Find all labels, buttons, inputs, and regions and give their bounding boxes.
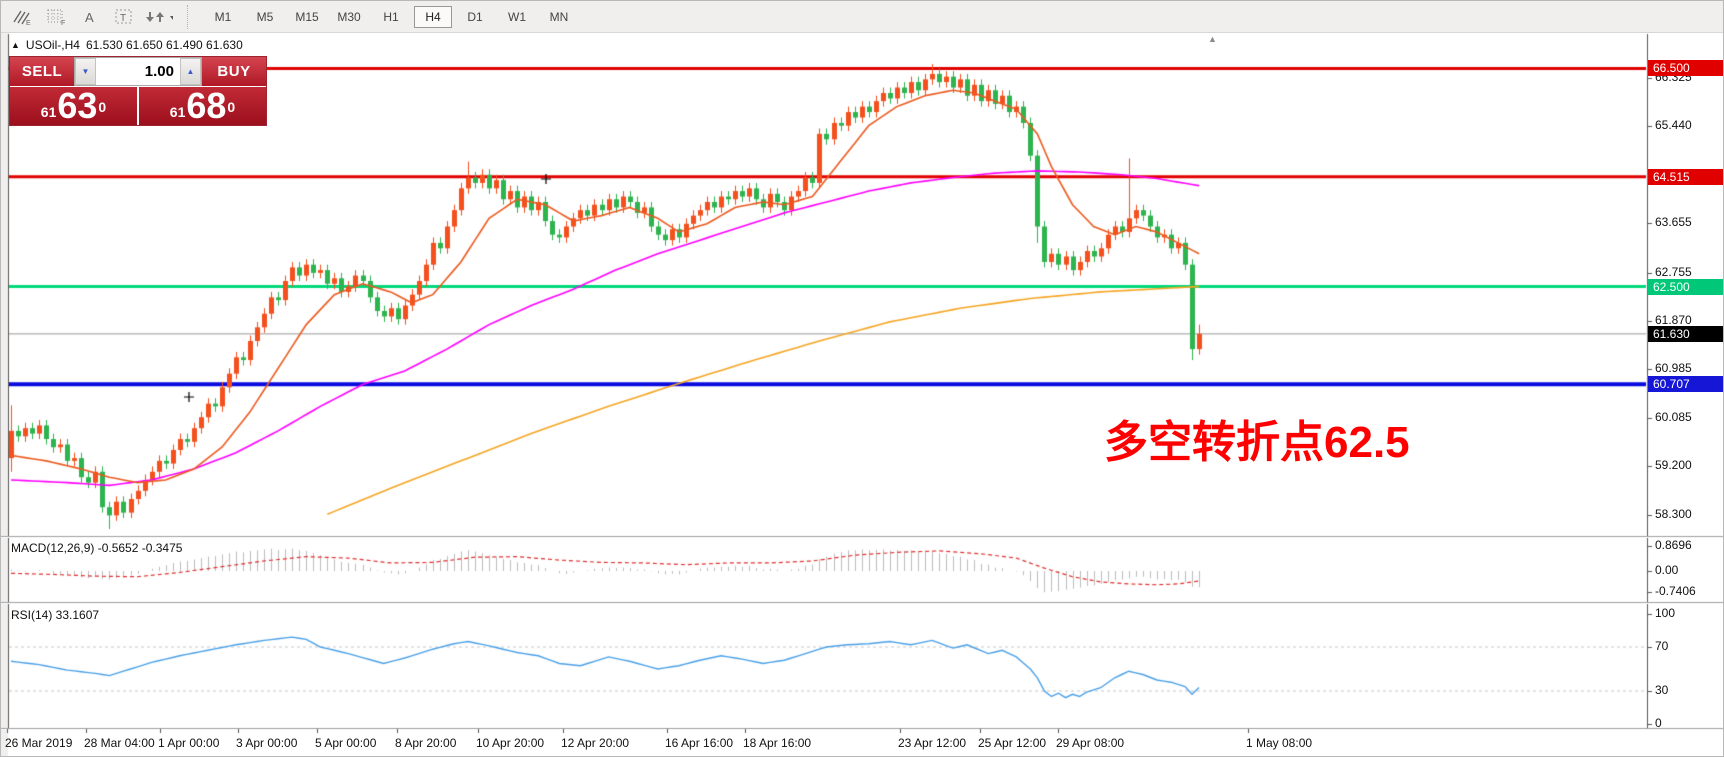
sell-price-prefix: 61 — [40, 104, 57, 120]
timeframe-button-m15[interactable]: M15 — [295, 9, 319, 24]
price-tick-63.655: 63.655 — [1655, 215, 1692, 229]
macd-tick-0.8696: 0.8696 — [1655, 538, 1692, 552]
date-label: 1 Apr 00:00 — [158, 736, 220, 750]
sell-price-sup: 0 — [98, 99, 107, 115]
timeframe-button-d1[interactable]: D1 — [467, 9, 483, 24]
symbol-title: USOil-,H4 — [25, 38, 80, 52]
date-label: 29 Apr 08:00 — [1056, 736, 1125, 750]
price-level-badge-62.500: 62.500 — [1648, 279, 1723, 295]
date-label: 25 Apr 12:00 — [978, 736, 1047, 750]
svg-text:A: A — [85, 10, 94, 25]
price-tick-61.870: 61.870 — [1655, 313, 1692, 327]
chart-shift-marker-icon[interactable]: ▲ — [1208, 34, 1217, 44]
timeframe-button-m1[interactable]: M1 — [214, 9, 232, 24]
rsi-indicator-label: RSI(14) 33.1607 — [11, 608, 100, 622]
timeframe-button-h4[interactable]: H4 — [414, 5, 452, 28]
macd-tick-0.00: 0.00 — [1655, 563, 1679, 577]
price-tick-62.755: 62.755 — [1655, 265, 1692, 279]
date-label: 28 Mar 04:00 — [84, 736, 155, 750]
sell-price-big: 63 — [57, 85, 98, 126]
date-label: 23 Apr 12:00 — [898, 736, 967, 750]
chart-header: ▲ USOil-,H4 61.530 61.650 61.490 61.630 — [11, 38, 243, 52]
volume-input[interactable]: 1.00 — [144, 63, 174, 80]
price-tick-65.440: 65.440 — [1655, 118, 1692, 132]
rsi-tick-70: 70 — [1655, 639, 1669, 653]
buy-price-big: 68 — [186, 85, 227, 126]
text-icon[interactable]: A — [75, 5, 105, 29]
price-tick-58.300: 58.300 — [1655, 507, 1692, 521]
rsi-tick-30: 30 — [1655, 683, 1669, 697]
macd-tick--0.7406: -0.7406 — [1655, 584, 1696, 598]
sell-price[interactable]: 61 63 0 — [10, 87, 137, 125]
timeframe-button-m5[interactable]: M5 — [256, 9, 274, 24]
chart-toolbar: E F A T M1 M5 M15 M30 H1 H4 D1 W1 MN — [1, 1, 1723, 33]
one-click-trade-panel: SELL ▼ 1.00 ▲ BUY 61 63 0 61 68 0 — [9, 56, 267, 126]
volume-decrease-button[interactable]: ▼ — [75, 58, 96, 85]
svg-text:E: E — [26, 20, 31, 26]
date-label: 10 Apr 20:00 — [476, 736, 545, 750]
timeframe-button-w1[interactable]: W1 — [508, 9, 526, 24]
rsi-tick-100: 100 — [1655, 606, 1676, 620]
date-label: 3 Apr 00:00 — [236, 736, 298, 750]
date-label: 8 Apr 20:00 — [395, 736, 457, 750]
volume-control: ▼ 1.00 ▲ — [74, 57, 202, 86]
price-level-badge-61.630: 61.630 — [1648, 326, 1723, 342]
ohlc-values: 61.530 61.650 61.490 61.630 — [85, 38, 243, 52]
svg-text:F: F — [61, 20, 65, 26]
price-level-badge-66.500: 66.500 — [1648, 60, 1723, 76]
price-tick-60.085: 60.085 — [1655, 410, 1692, 424]
svg-text:T: T — [120, 13, 126, 24]
date-label: 18 Apr 16:00 — [743, 736, 812, 750]
symbol-direction-icon: ▲ — [11, 40, 20, 50]
price-tick-60.985: 60.985 — [1655, 361, 1692, 375]
toolbar-separator — [187, 4, 194, 29]
date-label: 26 Mar 2019 — [5, 736, 73, 750]
indicators-icon[interactable]: E — [7, 5, 37, 29]
date-label: 16 Apr 16:00 — [665, 736, 734, 750]
timeframe-button-h1[interactable]: H1 — [383, 9, 399, 24]
textbox-icon[interactable]: T — [109, 5, 139, 29]
grid-icon[interactable]: F — [41, 5, 71, 29]
buy-price-prefix: 61 — [169, 104, 186, 120]
macd-indicator-label: MACD(12,26,9) -0.5652 -0.3475 — [11, 541, 183, 555]
arrows-icon[interactable] — [143, 5, 173, 29]
price-level-badge-60.707: 60.707 — [1648, 376, 1723, 392]
date-label: 5 Apr 00:00 — [315, 736, 377, 750]
buy-price[interactable]: 61 68 0 — [137, 87, 266, 125]
price-level-badge-64.515: 64.515 — [1648, 169, 1723, 185]
buy-button[interactable]: BUY — [202, 57, 266, 86]
timeframe-button-m30[interactable]: M30 — [337, 9, 361, 24]
timeframe-button-mn[interactable]: MN — [549, 9, 569, 24]
buy-price-sup: 0 — [227, 99, 236, 115]
sell-button[interactable]: SELL — [10, 57, 74, 86]
volume-increase-button[interactable]: ▲ — [180, 58, 201, 85]
price-tick-59.200: 59.200 — [1655, 458, 1692, 472]
chart-text-annotation: 多空转折点62.5 — [1104, 418, 1410, 467]
date-label: 12 Apr 20:00 — [561, 736, 630, 750]
date-label: 1 May 08:00 — [1246, 736, 1313, 750]
rsi-tick-0: 0 — [1655, 716, 1662, 730]
